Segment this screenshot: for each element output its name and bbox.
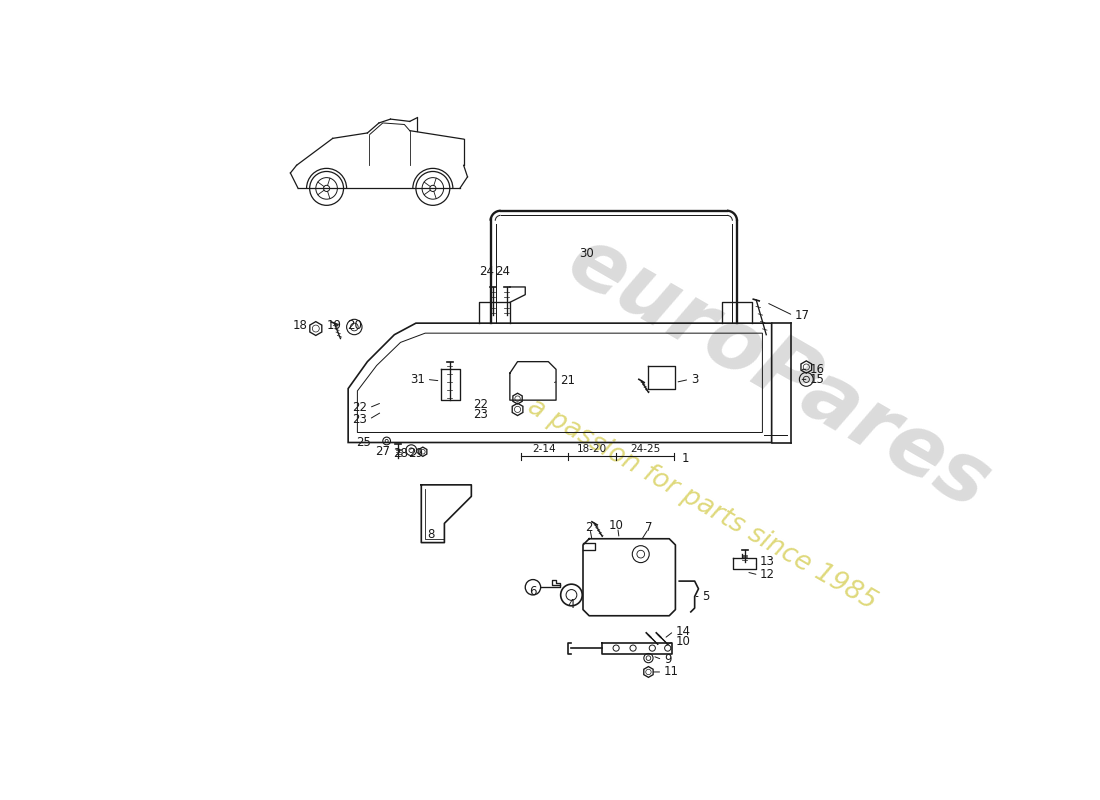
Text: 30: 30 [580,247,594,260]
Text: 22: 22 [352,402,367,414]
Text: 29: 29 [408,446,424,460]
Text: 21: 21 [560,374,575,387]
Text: 24: 24 [495,265,509,278]
Text: 25: 25 [356,436,372,449]
Text: 31: 31 [410,373,425,386]
Text: 2: 2 [584,521,592,534]
Text: 23: 23 [473,407,488,421]
Text: a passion for parts since 1985: a passion for parts since 1985 [524,394,881,615]
Text: 14: 14 [675,625,691,638]
Text: 11: 11 [664,666,679,678]
Text: 20: 20 [346,319,362,332]
Text: 16: 16 [810,363,825,376]
Text: 13: 13 [760,555,775,568]
Text: 8: 8 [428,529,435,542]
Text: 6: 6 [529,585,537,598]
Text: 23: 23 [352,413,367,426]
Text: 12: 12 [760,569,775,582]
Text: 7: 7 [645,521,652,534]
Text: 10: 10 [675,634,691,648]
Text: 27: 27 [375,446,390,458]
Text: 24-25: 24-25 [630,444,660,454]
Text: 15: 15 [810,373,825,386]
Text: 3: 3 [691,373,698,386]
Text: 17: 17 [794,309,810,322]
Text: 2-14: 2-14 [532,444,557,454]
Text: euroPares: euroPares [554,220,1004,526]
Text: 22: 22 [473,398,488,410]
Text: 1: 1 [682,452,689,465]
Text: 5: 5 [703,590,710,603]
Text: 4: 4 [568,598,575,610]
Text: 18: 18 [293,319,308,332]
Text: 9: 9 [664,653,671,666]
Text: 24: 24 [480,265,494,278]
Text: 19: 19 [327,319,342,332]
Text: 28: 28 [393,446,408,460]
Text: 18-20: 18-20 [576,444,607,454]
Text: 10: 10 [608,519,624,532]
